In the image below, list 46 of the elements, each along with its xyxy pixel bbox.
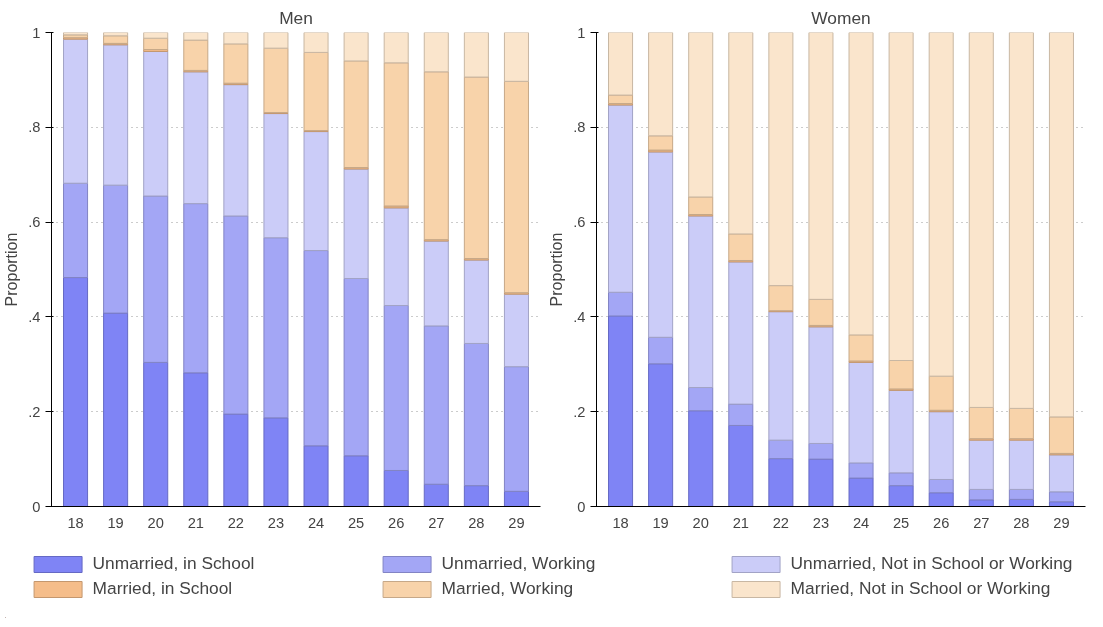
x-tick-label: 21	[187, 514, 204, 531]
x-tick-label: 20	[147, 514, 164, 531]
x-tick-label: 25	[347, 514, 365, 531]
x-tick-label: 26	[933, 514, 950, 531]
y-tick-label: .6	[28, 214, 41, 231]
chart-title: Women	[811, 7, 871, 28]
x-tick-label: 29	[1053, 514, 1070, 531]
x-tick-label: 25	[892, 514, 910, 531]
y-tick-label: .4	[28, 308, 41, 325]
x-tick-label: 27	[973, 514, 990, 531]
x-tick-label: 28	[1013, 514, 1030, 531]
x-tick-label: 21	[732, 514, 749, 531]
x-tick-label: 19	[652, 514, 669, 531]
legend-label: Married, Not in School or Working	[790, 578, 1052, 599]
x-tick-label: 24	[852, 514, 870, 531]
y-tick-label: .8	[573, 119, 586, 136]
x-tick-label: 22	[772, 514, 790, 531]
y-tick-label: 0	[577, 498, 586, 515]
x-tick-label: 27	[428, 514, 445, 531]
y-tick-label: .6	[573, 214, 586, 231]
x-tick-label: 26	[388, 514, 405, 531]
y-tick-label: .2	[28, 403, 41, 420]
y-tick-label: 0	[32, 498, 41, 515]
legend-label: Unmarried, in School	[92, 553, 256, 574]
y-tick-label: .4	[573, 308, 586, 325]
x-tick-label: 24	[307, 514, 325, 531]
y-tick-label: 1	[32, 24, 41, 41]
chart-title: Men	[279, 7, 313, 28]
x-tick-label: 23	[267, 514, 285, 531]
x-tick-label: 28	[468, 514, 485, 531]
y-axis-title: Proportion	[3, 232, 21, 307]
y-tick-label: .8	[28, 119, 41, 136]
legend-label: Unmarried, Working	[441, 553, 597, 574]
legend-label: Married, Working	[441, 578, 575, 599]
legend-label: Married, in School	[92, 578, 234, 599]
x-tick-label: 18	[612, 514, 629, 531]
x-tick-label: 19	[107, 514, 124, 531]
x-tick-label: 23	[812, 514, 830, 531]
x-tick-label: 20	[692, 514, 709, 531]
y-axis-title: Proportion	[548, 232, 566, 307]
x-tick-label: 18	[67, 514, 84, 531]
x-tick-label: 22	[227, 514, 245, 531]
legend-label: Unmarried, Not in School or Working	[790, 553, 1073, 574]
y-tick-label: 1	[577, 24, 586, 41]
x-tick-label: 29	[508, 514, 525, 531]
y-tick-label: .2	[573, 403, 586, 420]
